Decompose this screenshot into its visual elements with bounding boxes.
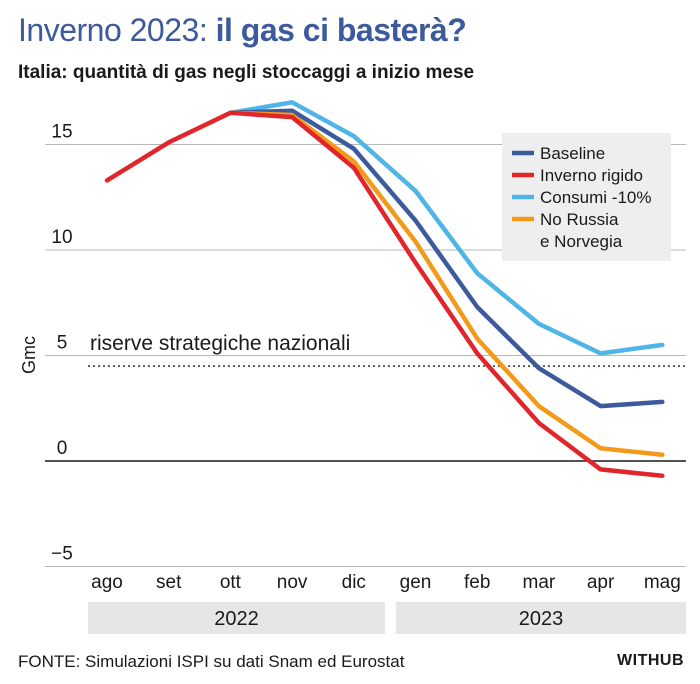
year-label-2023: 2023 bbox=[519, 608, 564, 630]
legend-label: Consumi -10% bbox=[540, 188, 652, 207]
x-tick-label: nov bbox=[277, 572, 308, 593]
brand-logo: WITHUB bbox=[617, 652, 684, 669]
x-tick-label: set bbox=[156, 572, 182, 593]
line-chart: 2022 2023 riserve strategiche nazionali a… bbox=[19, 100, 686, 634]
chart-subtitle: Italia: quantità di gas negli stoccaggi … bbox=[18, 62, 475, 83]
year-bands: 2022 2023 bbox=[88, 602, 686, 634]
chart-title: Inverno 2023: il gas ci basterà? bbox=[18, 12, 467, 49]
year-band-2022 bbox=[88, 602, 385, 634]
x-tick-label: apr bbox=[587, 572, 615, 593]
year-label-2022: 2022 bbox=[214, 608, 259, 630]
y-tick-label: 15 bbox=[51, 122, 72, 143]
y-tick-labels: 15 10 5 0 −5 bbox=[51, 122, 73, 565]
series-line-baseline bbox=[228, 108, 665, 409]
legend-label: Baseline bbox=[540, 144, 605, 163]
x-tick-label: mag bbox=[644, 572, 681, 593]
y-axis-label: Gmc bbox=[19, 336, 39, 374]
x-tick-label: mar bbox=[523, 572, 556, 593]
y-tick-label: −5 bbox=[51, 544, 73, 565]
x-tick-label: gen bbox=[400, 572, 432, 593]
series-lines bbox=[104, 100, 665, 479]
reference-line-group: riserve strategiche nazionali bbox=[88, 332, 686, 367]
x-tick-label: ott bbox=[220, 572, 242, 593]
title-part1: Inverno 2023: bbox=[18, 12, 216, 48]
year-band-2023 bbox=[396, 602, 686, 634]
y-tick-label: 5 bbox=[57, 333, 68, 354]
x-tick-label: dic bbox=[342, 572, 366, 593]
legend-label: No Russia e Norvegia bbox=[540, 210, 623, 251]
x-tick-label: feb bbox=[464, 572, 490, 593]
legend-label: Inverno rigido bbox=[540, 166, 643, 185]
x-tick-label: ago bbox=[91, 572, 123, 593]
y-tick-label: 0 bbox=[57, 438, 68, 459]
x-tick-labels: ago set ott nov dic gen feb mar apr mag bbox=[91, 572, 681, 593]
legend: Baseline Inverno rigido Consumi -10% No Rus… bbox=[502, 133, 671, 261]
reference-line-label: riserve strategiche nazionali bbox=[90, 332, 350, 355]
y-tick-label: 10 bbox=[51, 227, 72, 248]
series-line-inverno-rigido bbox=[104, 110, 665, 479]
series-line-consumi-10- bbox=[228, 100, 665, 356]
source-note: FONTE: Simulazioni ISPI su dati Snam ed … bbox=[18, 652, 405, 671]
title-part2: il gas ci basterà? bbox=[215, 12, 467, 48]
